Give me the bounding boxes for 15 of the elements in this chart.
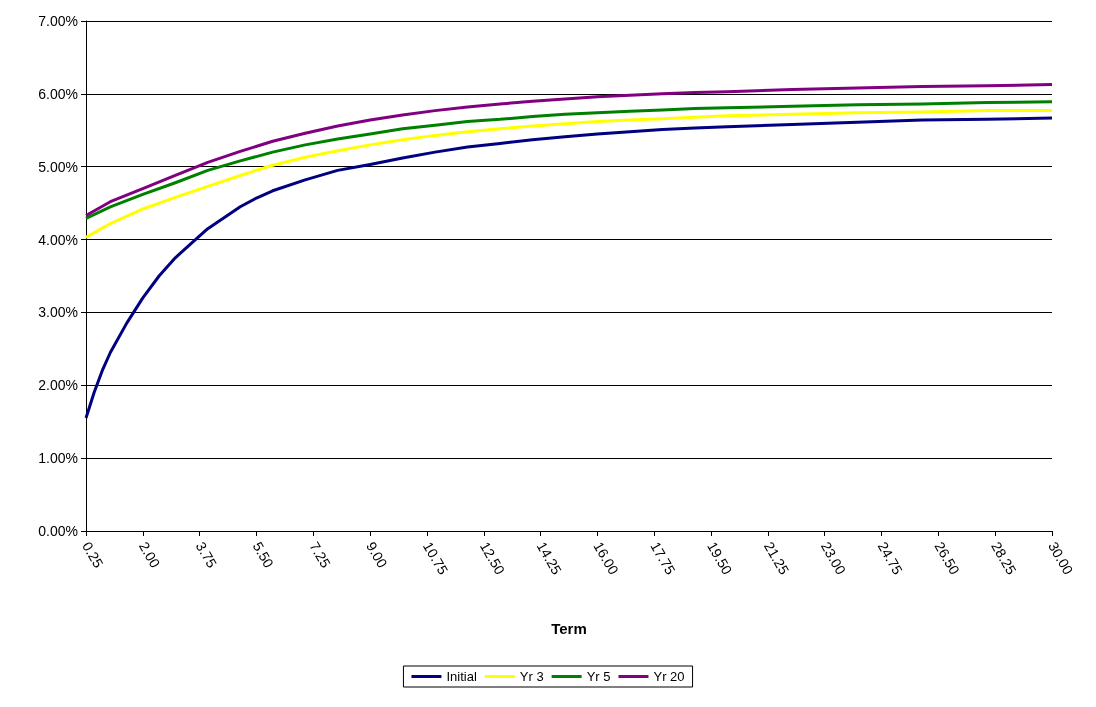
line-series <box>84 109 1054 239</box>
legend-label: Yr 3 <box>519 669 544 684</box>
y-tick-label: 3.00% <box>38 304 78 321</box>
y-tick-label: 1.00% <box>38 450 78 467</box>
x-axis-title: Term <box>551 620 587 637</box>
y-tick-label: 6.00% <box>38 85 78 102</box>
y-tick-label: 2.00% <box>38 377 78 394</box>
legend-label: Yr 20 <box>653 669 685 684</box>
legend-label: Initial <box>446 669 477 684</box>
y-tick-label: 4.00% <box>38 231 78 248</box>
legend-label: Yr 5 <box>586 669 611 684</box>
y-tick-label: 0.00% <box>38 523 78 539</box>
line-series <box>84 116 1054 420</box>
y-tick-label: 7.00% <box>38 13 78 29</box>
y-tick-label: 5.00% <box>38 158 78 175</box>
